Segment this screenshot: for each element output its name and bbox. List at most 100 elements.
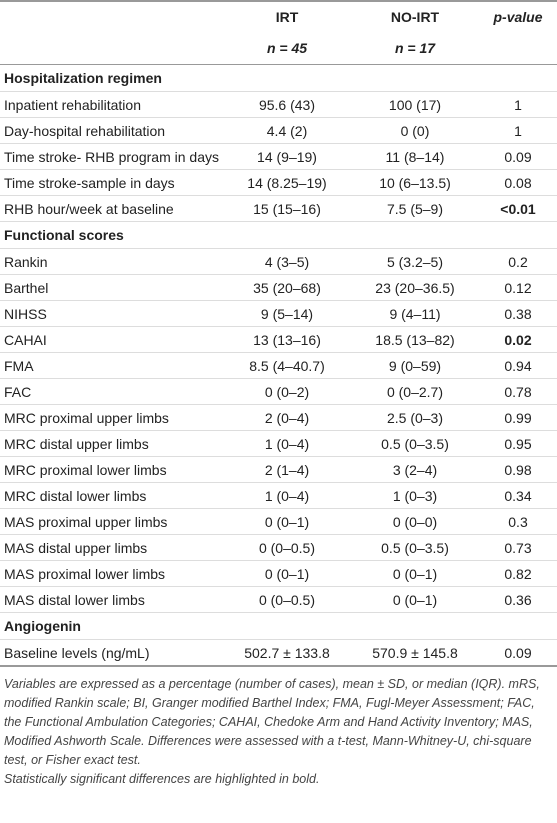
value-cell: 0.99 — [479, 404, 557, 431]
label-cell: RHB hour/week at baseline — [0, 195, 223, 222]
value-cell: 1 (0–3) — [351, 482, 479, 509]
value-cell: 9 (4–11) — [351, 300, 479, 327]
footnote: Variables are expressed as a percentage … — [4, 677, 540, 767]
label-cell: Time stroke- RHB program in days — [0, 143, 223, 170]
data-row: Day-hospital rehabilitation 4.4 (2) 0 (0) 1 — [0, 117, 557, 144]
value-cell: 502.7 ± 133.8 — [223, 639, 351, 667]
table-body: IRT NO-IRT p-value n = 45 n = 17 Hospita… — [0, 1, 557, 667]
value-cell: 5 (3.2–5) — [351, 248, 479, 275]
label-cell: Day-hospital rehabilitation — [0, 117, 223, 144]
value-cell: 13 (13–16) — [223, 326, 351, 353]
value-cell: 0.34 — [479, 482, 557, 509]
label-cell: CAHAI — [0, 326, 223, 353]
value-cell: 0 (0) — [351, 117, 479, 144]
value-cell: 9 (5–14) — [223, 300, 351, 327]
value-cell: 0.78 — [479, 378, 557, 405]
label-cell: MAS distal upper limbs — [0, 534, 223, 561]
label-cell: MRC distal lower limbs — [0, 482, 223, 509]
label-cell: MRC proximal lower limbs — [0, 456, 223, 483]
value-cell: 7.5 (5–9) — [351, 195, 479, 222]
label-cell: Time stroke-sample in days — [0, 169, 223, 196]
value-cell: 0 (0–0) — [351, 508, 479, 535]
value-cell: 0 (0–0.5) — [223, 586, 351, 613]
data-row: CAHAI 13 (13–16) 18.5 (13–82) 0.02 — [0, 326, 557, 353]
header-cell: NO-IRT — [390, 9, 440, 25]
value-cell: 9 (0–59) — [351, 352, 479, 379]
header-cell: p-value — [493, 9, 543, 25]
value-cell: 0.12 — [479, 274, 557, 301]
label-cell: FAC — [0, 378, 223, 405]
data-row: MRC proximal upper limbs 2 (0–4) 2.5 (0–3)… — [0, 404, 557, 431]
value-cell: 0.95 — [479, 430, 557, 457]
value-cell: 0.82 — [479, 560, 557, 587]
header-cell: n = 17 — [351, 32, 479, 65]
value-cell: 4 (3–5) — [223, 248, 351, 275]
section-title: Functional scores — [0, 221, 557, 249]
header-row: IRT NO-IRT p-value — [0, 1, 557, 32]
value-cell: 8.5 (4–40.7) — [223, 352, 351, 379]
data-row: NIHSS 9 (5–14) 9 (4–11) 0.38 — [0, 300, 557, 327]
data-row: MRC distal lower limbs 1 (0–4) 1 (0–3) 0.34 — [0, 482, 557, 509]
value-cell: 0.5 (0–3.5) — [351, 534, 479, 561]
value-cell: 1 — [479, 117, 557, 144]
label-cell: MRC distal upper limbs — [0, 430, 223, 457]
value-cell: 11 (8–14) — [351, 143, 479, 170]
value-cell: 570.9 ± 145.8 — [351, 639, 479, 667]
label-cell: MAS proximal upper limbs — [0, 508, 223, 535]
header-cell: n = 45 — [223, 32, 351, 65]
value-cell: 0 (0–2.7) — [351, 378, 479, 405]
data-row: MAS distal upper limbs 0 (0–0.5) 0.5 (0–3.… — [0, 534, 557, 561]
section-row: Hospitalization regimen — [0, 64, 557, 92]
value-cell: 0.3 — [479, 508, 557, 535]
value-cell: 0.94 — [479, 352, 557, 379]
value-cell: <0.01 — [479, 195, 557, 222]
data-row: Time stroke-sample in days 14 (8.25–19) 10… — [0, 169, 557, 196]
value-cell: 1 — [479, 91, 557, 118]
label-cell: NIHSS — [0, 300, 223, 327]
data-row: Barthel 35 (20–68) 23 (20–36.5) 0.12 — [0, 274, 557, 301]
label-cell: Baseline levels (ng/mL) — [0, 639, 223, 667]
value-cell: 23 (20–36.5) — [351, 274, 479, 301]
value-cell: 100 (17) — [351, 91, 479, 118]
value-cell: 0 (0–0.5) — [223, 534, 351, 561]
value-cell: 0.98 — [479, 456, 557, 483]
value-cell: 1 (0–4) — [223, 430, 351, 457]
value-cell: 0 (0–2) — [223, 378, 351, 405]
label-cell: MAS proximal lower limbs — [0, 560, 223, 587]
data-row: Time stroke- RHB program in days 14 (9–19… — [0, 143, 557, 170]
value-cell: 0.36 — [479, 586, 557, 613]
data-row: MAS distal lower limbs 0 (0–0.5) 0 (0–1) 0.… — [0, 586, 557, 613]
label-cell: FMA — [0, 352, 223, 379]
data-row: MRC distal upper limbs 1 (0–4) 0.5 (0–3.5)… — [0, 430, 557, 457]
label-cell: MRC proximal upper limbs — [0, 404, 223, 431]
value-cell: 0.2 — [479, 248, 557, 275]
value-cell: 1 (0–4) — [223, 482, 351, 509]
value-cell: 10 (6–13.5) — [351, 169, 479, 196]
header-cell — [0, 1, 223, 32]
value-cell: 14 (9–19) — [223, 143, 351, 170]
section-title: Angiogenin — [0, 612, 557, 640]
value-cell: 35 (20–68) — [223, 274, 351, 301]
value-cell: 2.5 (0–3) — [351, 404, 479, 431]
label-cell: Barthel — [0, 274, 223, 301]
header-row: n = 45 n = 17 — [0, 32, 557, 65]
data-row: Rankin 4 (3–5) 5 (3.2–5) 0.2 — [0, 248, 557, 275]
value-cell: 0.08 — [479, 169, 557, 196]
data-row: Baseline levels (ng/mL) 502.7 ± 133.8 570.… — [0, 639, 557, 667]
value-cell: 0.73 — [479, 534, 557, 561]
label-cell: Rankin — [0, 248, 223, 275]
data-row: MAS proximal upper limbs 0 (0–1) 0 (0–0) 0.… — [0, 508, 557, 535]
footnote: Statistically significant differences ar… — [4, 772, 320, 786]
value-cell: 95.6 (43) — [223, 91, 351, 118]
section-title: Hospitalization regimen — [0, 64, 557, 92]
value-cell: 0.09 — [479, 143, 557, 170]
data-row: FAC 0 (0–2) 0 (0–2.7) 0.78 — [0, 378, 557, 405]
section-row: Angiogenin — [0, 612, 557, 640]
value-cell: 3 (2–4) — [351, 456, 479, 483]
value-cell: 15 (15–16) — [223, 195, 351, 222]
value-cell: 0.38 — [479, 300, 557, 327]
value-cell: 18.5 (13–82) — [351, 326, 479, 353]
header-cell — [0, 32, 223, 65]
label-cell: MAS distal lower limbs — [0, 586, 223, 613]
